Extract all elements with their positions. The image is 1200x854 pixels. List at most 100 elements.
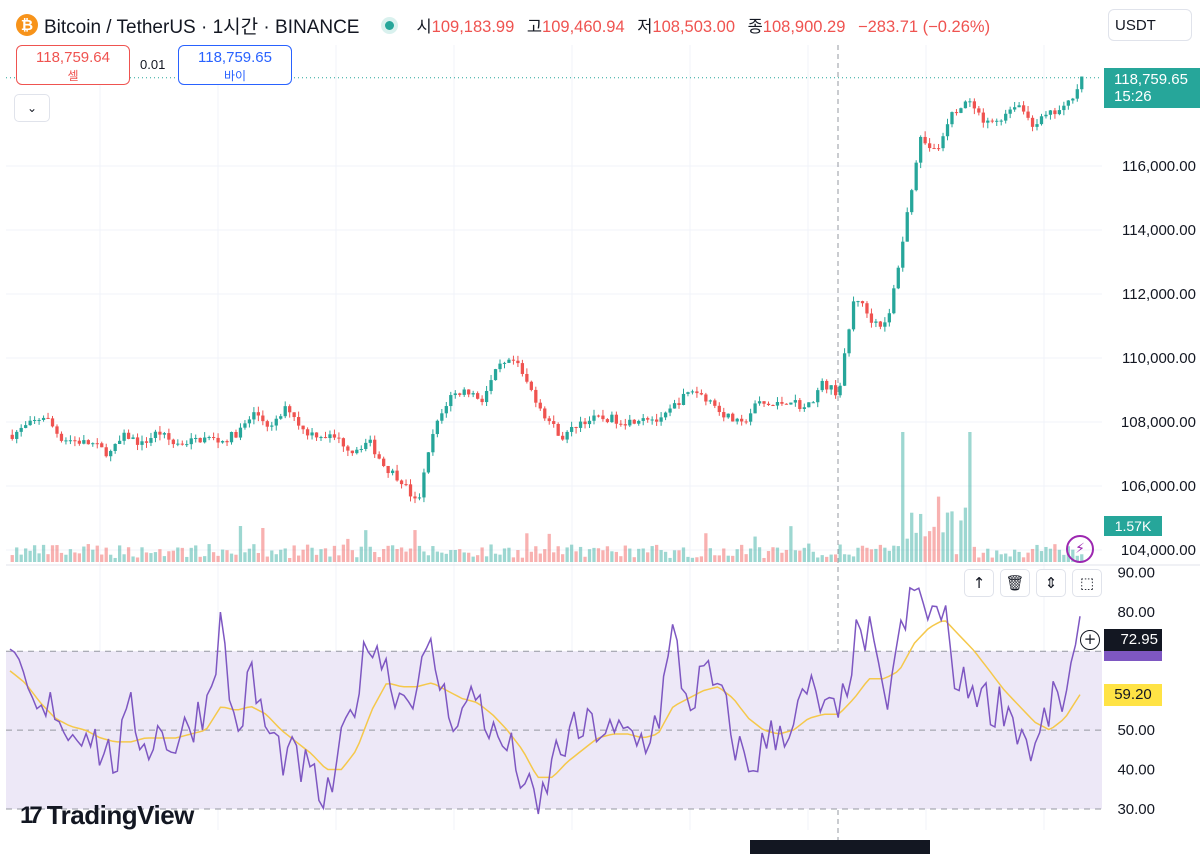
sell-button[interactable]: 118,759.64 셀 [16, 45, 130, 85]
volume-bar [981, 552, 985, 562]
volume-bar [1008, 556, 1012, 562]
volume-bar [771, 547, 775, 562]
candle-body [919, 136, 923, 163]
candle-body [722, 412, 726, 418]
candle-body [109, 450, 113, 457]
chart-header: ₿ Bitcoin / TetherUS · 1시간 · BINANCE 시10… [16, 8, 990, 42]
lightning-icon[interactable]: ⚡ [1066, 535, 1094, 563]
volume-bar [780, 552, 784, 562]
move-up-icon[interactable]: ↑ [964, 569, 994, 597]
volume-bar [959, 520, 963, 562]
volume-bar [619, 556, 623, 562]
candle-body [144, 441, 149, 443]
volume-bar [355, 557, 359, 562]
volume-bar [816, 557, 820, 562]
candle-body [207, 437, 211, 439]
volume-bar [252, 544, 256, 562]
volume-bar [941, 532, 945, 562]
candle-body [1066, 100, 1070, 106]
candle-body [368, 439, 372, 443]
rsi-ma-line [9, 620, 1081, 779]
volume-bar [32, 545, 37, 562]
volume-bar [637, 548, 641, 562]
volume-bar [995, 550, 999, 562]
volume-bar [547, 533, 551, 562]
trash-icon[interactable]: 🗑 [1000, 569, 1030, 597]
volume-bar [368, 546, 372, 562]
price-axis: 116,000.00 114,000.00 112,000.00 110,000.00… [1117, 158, 1196, 818]
symbol-title[interactable]: Bitcoin / TetherUS · 1시간 · BINANCE [44, 16, 360, 38]
volume-bar [847, 554, 851, 562]
candle-body [681, 393, 686, 405]
candle-body [256, 412, 260, 416]
currency-selector[interactable]: USDT [1108, 9, 1192, 41]
candle-body [990, 120, 994, 122]
candle-body [355, 449, 359, 454]
candle-body [663, 412, 668, 418]
volume-bar [869, 549, 874, 562]
volume-bar [1026, 552, 1030, 562]
candle-body [762, 401, 766, 404]
volume-bar [874, 548, 878, 562]
volume-tag: 1.57K [1104, 516, 1162, 536]
candle-body [252, 412, 256, 420]
volume-bar [1057, 549, 1062, 562]
candle-body [341, 438, 346, 447]
candle-body [771, 405, 775, 407]
candle-body [655, 419, 659, 422]
candle-body [646, 418, 650, 420]
volume-bar [176, 547, 180, 562]
candle-body [28, 420, 32, 426]
volume-bar [1039, 551, 1044, 562]
volume-bar [220, 549, 225, 562]
buy-button[interactable]: 118,759.65 바이 [178, 45, 292, 85]
volume-bar [986, 548, 990, 562]
volume-bar [1021, 557, 1026, 562]
volume-bar [543, 549, 547, 562]
volume-bar [435, 551, 439, 562]
volume-bar [610, 551, 614, 562]
add-plus-icon[interactable]: + [1080, 630, 1100, 650]
maximize-icon[interactable]: ⬚ [1072, 569, 1102, 597]
candle-body [610, 414, 614, 423]
candle-body [959, 108, 963, 113]
volume-bar [19, 554, 23, 562]
candle-body [1030, 117, 1035, 127]
candle-body [735, 418, 739, 422]
volume-bar [77, 553, 81, 562]
candle-body [834, 385, 838, 396]
volume-bar [905, 538, 909, 562]
candle-body [775, 402, 780, 406]
candle-body [59, 433, 64, 441]
volume-bar [628, 548, 632, 562]
volume-bar [41, 544, 46, 562]
volume-bar [274, 554, 278, 562]
candle-body [301, 425, 305, 430]
candle-body [1062, 105, 1066, 111]
volume-bar [408, 548, 413, 562]
candle-body [945, 124, 950, 137]
volume-bar [954, 554, 959, 562]
candle-body [261, 415, 265, 422]
candle-body [860, 301, 865, 304]
volume-bar [68, 549, 73, 562]
candle-body [847, 329, 851, 354]
candle-body [672, 403, 677, 409]
candle-body [328, 434, 332, 439]
candle-body [538, 402, 542, 409]
collapse-icon[interactable]: ⇕ [1036, 569, 1066, 597]
volume-bar [341, 544, 346, 562]
rsi-axis-label: 90.00 [1117, 564, 1155, 581]
candle-body [337, 437, 341, 439]
volume-bar [1017, 551, 1021, 562]
volume-bar [565, 547, 569, 562]
candle-body [122, 432, 126, 441]
volume-bar [659, 550, 663, 562]
volume-bar [945, 512, 950, 562]
volume-bar [936, 496, 941, 562]
candle-body [292, 412, 296, 418]
chevron-down-icon[interactable]: ⌄ [14, 94, 50, 122]
candle-body [650, 419, 654, 421]
volume-bar [126, 547, 131, 562]
